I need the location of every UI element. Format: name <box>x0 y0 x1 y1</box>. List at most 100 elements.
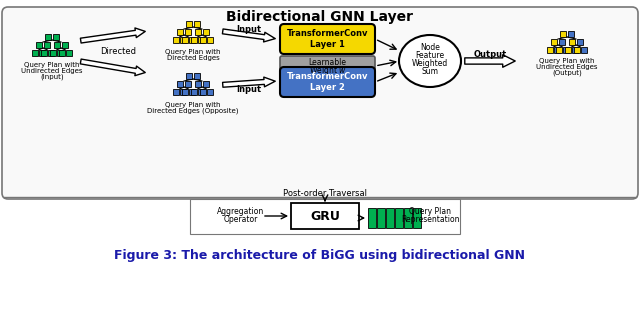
Bar <box>184 81 191 87</box>
Bar <box>191 89 197 95</box>
Text: Bidirectional GNN Layer: Bidirectional GNN Layer <box>227 10 413 24</box>
Bar <box>200 37 206 43</box>
Bar <box>189 89 195 95</box>
Bar <box>193 21 200 27</box>
Bar <box>554 47 560 53</box>
Text: (Output): (Output) <box>552 70 582 76</box>
FancyBboxPatch shape <box>2 7 638 199</box>
Bar <box>186 21 193 27</box>
Bar <box>572 47 578 53</box>
Bar <box>36 42 42 48</box>
Text: Learnable: Learnable <box>308 57 346 66</box>
Text: Output: Output <box>474 49 507 58</box>
FancyArrowPatch shape <box>223 77 275 87</box>
FancyArrowPatch shape <box>465 55 515 67</box>
Bar <box>207 89 213 95</box>
Bar <box>198 37 204 43</box>
Text: Post-order Traversal: Post-order Traversal <box>283 189 367 198</box>
Text: TransformerConv: TransformerConv <box>287 28 368 37</box>
Bar <box>577 39 582 45</box>
Bar <box>184 29 191 35</box>
Text: Query Plan with: Query Plan with <box>165 49 221 55</box>
Bar <box>198 89 204 95</box>
Bar <box>195 29 202 35</box>
Bar <box>32 50 38 56</box>
Bar <box>193 73 200 79</box>
Text: Input: Input <box>236 84 262 94</box>
Text: Representation: Representation <box>401 214 460 223</box>
Bar <box>561 31 566 37</box>
FancyArrowPatch shape <box>81 28 145 43</box>
FancyBboxPatch shape <box>280 56 375 76</box>
Text: TransformerConv: TransformerConv <box>287 71 368 81</box>
Bar <box>395 208 403 228</box>
Bar <box>200 89 206 95</box>
Bar <box>57 50 63 56</box>
Text: Layer 1: Layer 1 <box>310 40 345 49</box>
Text: Directed: Directed <box>100 46 136 56</box>
Bar <box>195 81 202 87</box>
Bar <box>568 31 573 37</box>
Text: Sum: Sum <box>422 66 438 75</box>
Bar <box>291 203 359 229</box>
Bar <box>413 208 421 228</box>
Text: Aggregation: Aggregation <box>218 208 264 217</box>
Bar <box>66 50 72 56</box>
Bar <box>563 47 569 53</box>
Bar <box>182 89 188 95</box>
Text: Node: Node <box>420 43 440 52</box>
Text: GRU: GRU <box>310 210 340 222</box>
Bar <box>182 37 188 43</box>
Text: (Input): (Input) <box>40 74 64 80</box>
Bar <box>559 39 564 45</box>
Bar <box>173 37 179 43</box>
Text: Feature: Feature <box>415 50 445 60</box>
Bar <box>189 37 195 43</box>
Bar <box>207 37 213 43</box>
Text: Layer 2: Layer 2 <box>310 83 345 91</box>
Text: Undirected Edges: Undirected Edges <box>536 64 598 70</box>
Bar <box>59 50 65 56</box>
Bar <box>180 89 186 95</box>
Bar <box>570 39 575 45</box>
Text: Undirected Edges: Undirected Edges <box>21 68 83 74</box>
Bar <box>41 50 47 56</box>
Bar <box>581 47 587 53</box>
Bar <box>203 81 209 87</box>
FancyArrowPatch shape <box>81 59 145 76</box>
Text: Query Plan: Query Plan <box>409 208 451 217</box>
Bar <box>565 47 571 53</box>
Bar <box>61 42 68 48</box>
Bar <box>48 50 54 56</box>
Bar <box>191 37 197 43</box>
Bar <box>173 89 179 95</box>
Bar <box>404 208 412 228</box>
Ellipse shape <box>399 35 461 87</box>
Bar <box>368 208 376 228</box>
Bar <box>186 73 193 79</box>
Text: Weighted: Weighted <box>412 58 448 67</box>
Bar <box>177 29 184 35</box>
Bar <box>50 50 56 56</box>
Text: Weight $w$: Weight $w$ <box>308 64 346 77</box>
FancyBboxPatch shape <box>190 199 460 234</box>
Bar <box>180 37 186 43</box>
Bar <box>44 42 50 48</box>
Text: Query Plan with: Query Plan with <box>165 102 221 108</box>
Bar <box>386 208 394 228</box>
FancyBboxPatch shape <box>280 67 375 97</box>
Bar <box>45 34 51 40</box>
Bar <box>574 47 580 53</box>
Bar <box>52 34 59 40</box>
Bar <box>547 47 553 53</box>
Bar <box>177 81 184 87</box>
Bar <box>54 42 60 48</box>
Bar <box>39 50 45 56</box>
Text: Directed Edges: Directed Edges <box>166 55 220 61</box>
Text: Figure 3: The architecture of BiGG using bidirectional GNN: Figure 3: The architecture of BiGG using… <box>115 249 525 263</box>
Text: Query Plan with: Query Plan with <box>540 58 595 64</box>
FancyBboxPatch shape <box>280 24 375 54</box>
FancyArrowPatch shape <box>223 29 275 42</box>
Bar <box>552 39 557 45</box>
Bar <box>377 208 385 228</box>
